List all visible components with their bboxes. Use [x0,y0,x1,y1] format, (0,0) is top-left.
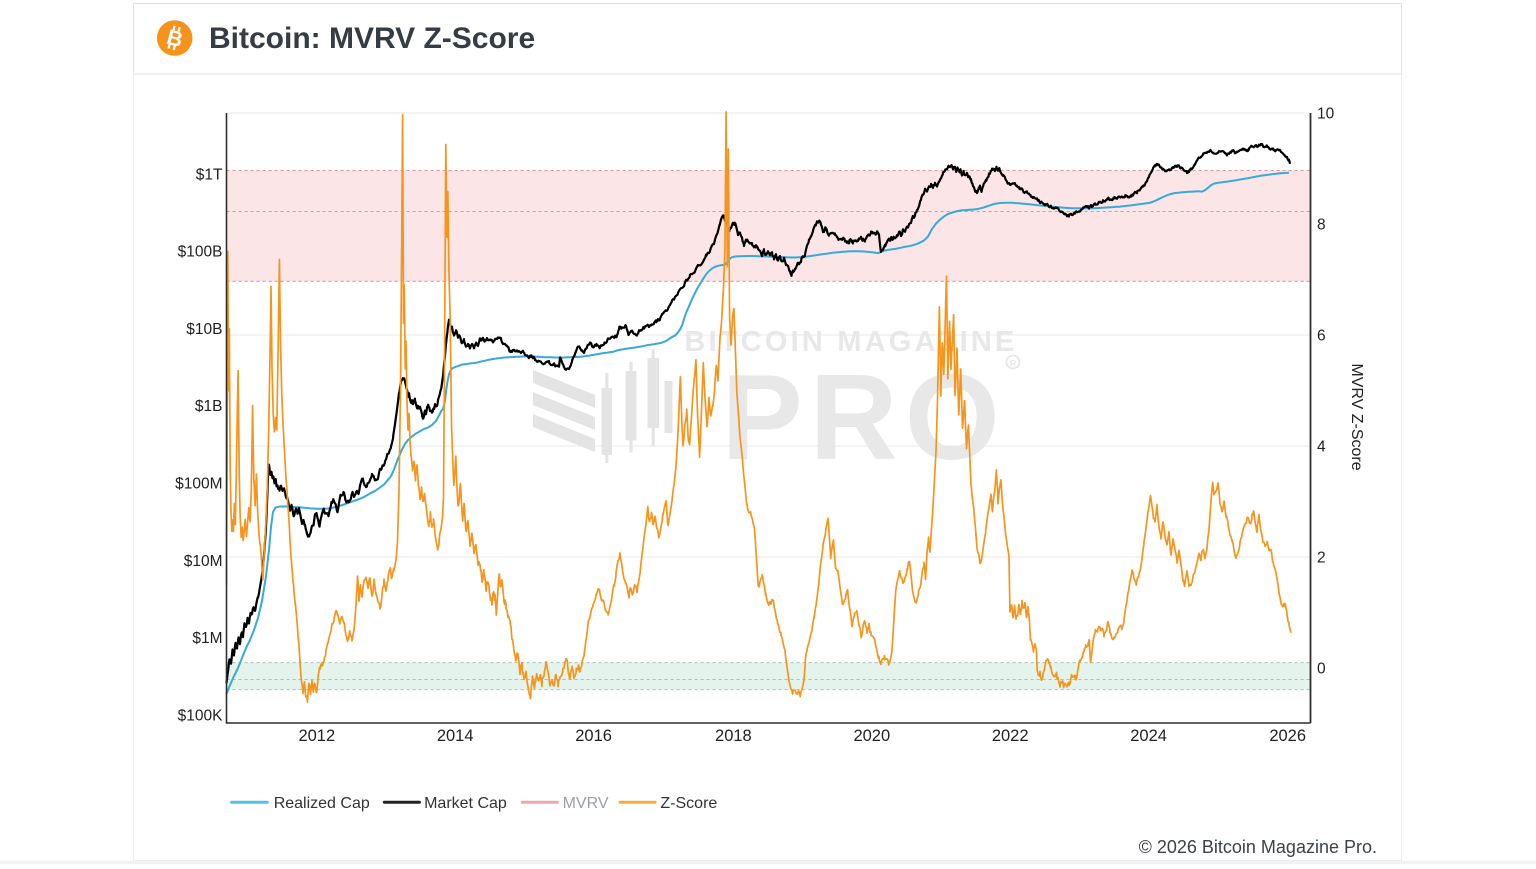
svg-text:Market Cap: Market Cap [424,795,507,812]
svg-text:6: 6 [1317,327,1326,344]
svg-text:$100B: $100B [178,244,223,261]
svg-text:2022: 2022 [992,727,1029,745]
svg-text:4: 4 [1317,438,1326,455]
svg-text:$1B: $1B [195,398,223,415]
svg-text:$1T: $1T [196,166,223,183]
svg-text:BITCOIN MAGAZINE: BITCOIN MAGAZINE [684,326,1017,358]
svg-text:$10M: $10M [184,553,223,570]
svg-text:$1M: $1M [192,630,222,647]
svg-text:2024: 2024 [1130,727,1167,745]
svg-text:2012: 2012 [298,727,335,745]
svg-text:2016: 2016 [575,727,612,745]
svg-text:© 2026 Bitcoin Magazine Pro.: © 2026 Bitcoin Magazine Pro. [1139,837,1377,857]
svg-text:2020: 2020 [853,727,890,745]
svg-text:10: 10 [1317,105,1335,122]
svg-text:$100M: $100M [175,476,222,493]
svg-text:Bitcoin: MVRV Z-Score: Bitcoin: MVRV Z-Score [209,22,535,55]
svg-text:MVRV Z-Score: MVRV Z-Score [1348,363,1365,470]
svg-text:2018: 2018 [715,727,752,745]
svg-text:$10B: $10B [186,321,222,338]
svg-text:8: 8 [1317,216,1326,233]
svg-text:2026: 2026 [1269,727,1306,745]
svg-text:PRO: PRO [721,349,1006,485]
svg-text:0: 0 [1317,660,1326,677]
svg-text:$100K: $100K [178,707,223,724]
svg-text:Realized Cap: Realized Cap [274,795,370,812]
svg-text:Z-Score: Z-Score [660,795,717,812]
svg-text:2014: 2014 [437,727,474,745]
svg-text:R: R [1010,359,1017,370]
svg-text:2: 2 [1317,549,1326,566]
svg-text:MVRV: MVRV [563,795,609,812]
